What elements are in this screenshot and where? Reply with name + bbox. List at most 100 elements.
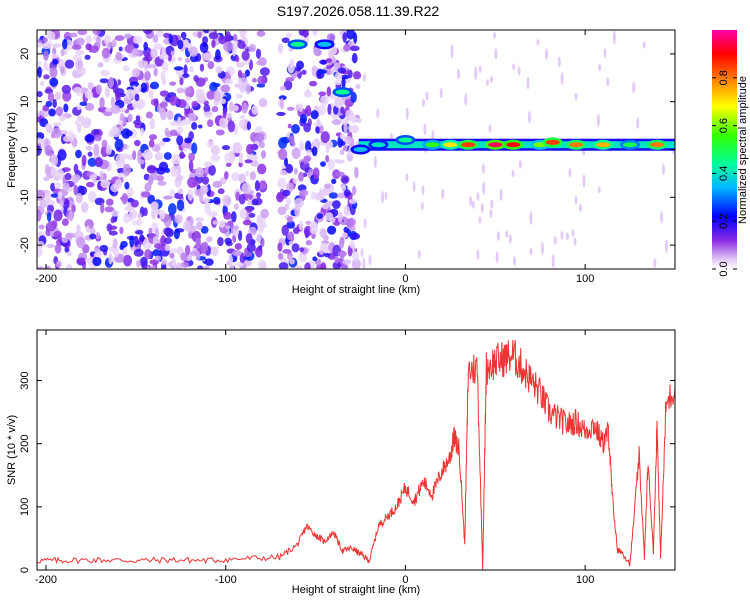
heatmap-cell bbox=[143, 207, 148, 217]
heatmap-cell bbox=[37, 240, 45, 248]
heatmap-cell bbox=[331, 118, 342, 126]
heatmap-cell bbox=[93, 134, 102, 142]
heatmap-cell bbox=[242, 219, 252, 226]
heatmap-cell bbox=[197, 31, 202, 39]
heatmap-cell bbox=[169, 248, 180, 253]
heatmap-cell bbox=[133, 43, 139, 49]
heatmap-cell bbox=[281, 37, 290, 44]
heatmap-cell bbox=[228, 254, 233, 267]
heatmap-cell bbox=[241, 182, 252, 194]
heatmap-cell bbox=[160, 108, 167, 121]
heatmap-cell bbox=[140, 191, 151, 198]
heatmap-cell bbox=[225, 225, 231, 230]
heatmap-cell bbox=[191, 142, 198, 155]
heatmap-cell bbox=[231, 104, 239, 112]
heatmap-cell bbox=[237, 230, 243, 242]
heatmap-cell bbox=[44, 145, 54, 157]
heatmap-cell bbox=[560, 72, 564, 85]
heatmap-cell bbox=[257, 222, 265, 234]
heatmap-cell bbox=[199, 63, 205, 72]
heatmap-cell bbox=[207, 140, 215, 149]
heatmap-cell bbox=[208, 210, 218, 218]
heatmap-signal-layer bbox=[287, 39, 675, 155]
heatmap-cell bbox=[197, 124, 203, 129]
heatmap-cell bbox=[235, 262, 244, 267]
heatmap-cell bbox=[203, 161, 213, 167]
heatmap-cell bbox=[143, 41, 148, 51]
heatmap-cell bbox=[175, 174, 184, 182]
bottom-y-tick-label: 100 bbox=[19, 498, 31, 516]
heatmap-cell bbox=[241, 50, 250, 61]
heatmap-cell bbox=[177, 57, 183, 62]
heatmap-cell bbox=[405, 173, 409, 182]
heatmap-cell bbox=[40, 81, 45, 87]
heatmap-cell bbox=[412, 181, 416, 192]
heatmap-cell bbox=[292, 177, 298, 184]
heatmap-cell bbox=[43, 61, 49, 70]
heatmap-cell bbox=[450, 44, 454, 59]
heatmap-cell bbox=[162, 195, 173, 200]
heatmap-cell bbox=[104, 86, 111, 98]
heatmap-cell bbox=[222, 194, 232, 207]
heatmap-cell bbox=[293, 167, 298, 175]
heatmap-cell bbox=[573, 237, 577, 246]
heatmap-cell bbox=[469, 195, 473, 207]
heatmap-cell bbox=[529, 211, 533, 225]
heatmap-cell bbox=[182, 73, 190, 78]
heatmap-cell bbox=[37, 110, 41, 118]
heatmap-cell bbox=[574, 195, 578, 205]
heatmap-cell bbox=[37, 137, 43, 144]
heatmap-cell bbox=[37, 42, 44, 48]
heatmap-cell bbox=[352, 251, 360, 262]
heatmap-cell bbox=[309, 224, 319, 235]
heatmap-cell bbox=[73, 184, 79, 196]
heatmap-cell bbox=[87, 191, 97, 203]
heatmap-cell bbox=[355, 83, 361, 90]
heatmap-cell bbox=[111, 125, 119, 135]
heatmap-cell bbox=[50, 182, 56, 192]
heatmap-cell bbox=[344, 135, 353, 145]
heatmap-cell bbox=[255, 246, 263, 258]
heatmap-cell bbox=[201, 176, 210, 185]
heatmap-cell bbox=[61, 218, 69, 227]
heatmap-cell bbox=[126, 187, 134, 197]
heatmap-cell bbox=[43, 74, 50, 80]
heatmap-cell bbox=[218, 35, 228, 45]
heatmap-cell bbox=[285, 77, 295, 82]
heatmap-cell bbox=[43, 176, 50, 182]
heatmap-cell bbox=[148, 227, 153, 234]
heatmap-cell bbox=[53, 209, 63, 222]
heatmap-cell bbox=[37, 91, 43, 98]
figure-title: S197.2026.058.11.39.R22 bbox=[277, 3, 440, 19]
heatmap-cell bbox=[303, 156, 309, 165]
snr-plot-frame bbox=[36, 329, 676, 571]
heatmap-cell bbox=[61, 84, 72, 94]
heatmap-cell bbox=[177, 39, 184, 50]
heatmap-cell bbox=[318, 249, 325, 255]
heatmap-cell bbox=[92, 256, 102, 267]
heatmap-cell bbox=[310, 110, 319, 120]
heatmap-cell bbox=[64, 59, 75, 69]
heatmap-cell bbox=[180, 31, 187, 39]
heatmap-cell bbox=[95, 35, 101, 47]
heatmap-cell bbox=[334, 79, 343, 86]
heatmap-cell bbox=[71, 44, 82, 50]
heatmap-cell bbox=[279, 97, 284, 110]
heatmap-cell bbox=[127, 114, 133, 122]
heatmap-cell bbox=[50, 166, 57, 177]
heatmap-cell bbox=[368, 254, 372, 266]
heatmap-cell bbox=[188, 152, 196, 162]
heatmap-cell bbox=[298, 171, 304, 182]
heatmap-cell bbox=[320, 94, 329, 106]
heatmap-cell bbox=[324, 183, 331, 189]
heatmap-cell bbox=[288, 255, 294, 263]
heatmap-noise-layer bbox=[37, 30, 675, 269]
heatmap-cell bbox=[441, 188, 445, 200]
heatmap-cell bbox=[373, 155, 377, 169]
heatmap-cell bbox=[421, 98, 425, 107]
heatmap-cell bbox=[277, 43, 284, 54]
heatmap-cell bbox=[324, 252, 331, 258]
heatmap-cell bbox=[171, 258, 177, 267]
heatmap-cell bbox=[326, 64, 332, 70]
